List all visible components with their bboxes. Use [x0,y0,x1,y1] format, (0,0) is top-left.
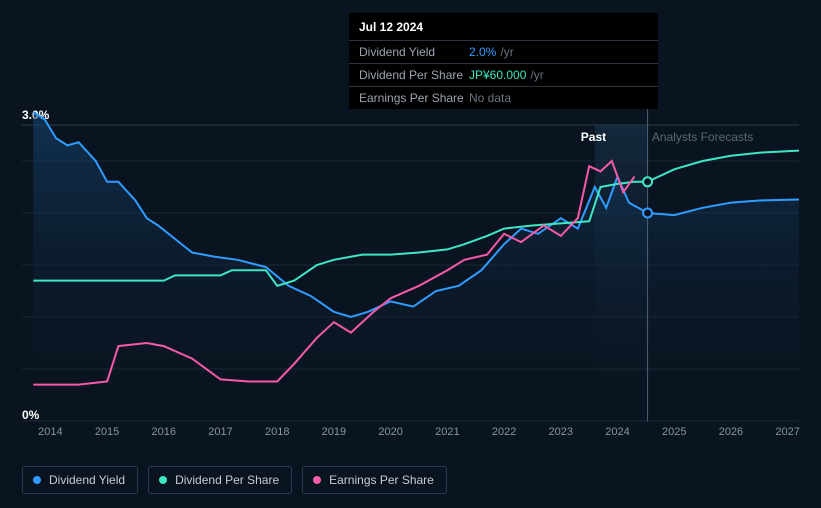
chart-plot-area[interactable]: Past Analysts Forecasts [22,109,799,421]
x-tick-label: 2022 [492,426,516,438]
tooltip-row-dividend-yield: Dividend Yield 2.0% /yr [349,41,658,64]
legend-label: Earnings Per Share [329,473,434,487]
legend-label: Dividend Yield [49,473,125,487]
x-tick-label: 2019 [322,426,346,438]
svg-text:Past: Past [581,130,606,144]
x-tick-label: 2020 [378,426,402,438]
svg-text:Analysts Forecasts: Analysts Forecasts [652,130,753,144]
tooltip-value: 2.0% [469,45,496,59]
tooltip-label: Dividend Per Share [359,68,469,82]
tooltip-unit: /yr [500,45,513,59]
legend-dot-icon [33,476,41,484]
x-tick-label: 2021 [435,426,459,438]
x-tick-label: 2025 [662,426,686,438]
x-tick-label: 2016 [152,426,176,438]
x-tick-label: 2023 [549,426,573,438]
tooltip-value: No data [469,91,511,105]
dividend-history-chart: Jul 12 2024 Dividend Yield 2.0% /yr Divi… [0,0,821,508]
tooltip-row-earnings-per-share: Earnings Per Share No data [349,87,658,109]
legend-dot-icon [159,476,167,484]
tooltip-unit: /yr [530,68,543,82]
tooltip-row-dividend-per-share: Dividend Per Share JP¥60.000 /yr [349,64,658,87]
legend-toggle-dividend-yield[interactable]: Dividend Yield [22,466,138,494]
chart-svg: Past Analysts Forecasts [22,109,799,421]
chart-tooltip: Jul 12 2024 Dividend Yield 2.0% /yr Divi… [349,13,658,109]
x-tick-label: 2026 [719,426,743,438]
tooltip-label: Dividend Yield [359,45,469,59]
legend-dot-icon [313,476,321,484]
x-tick-label: 2024 [605,426,629,438]
x-tick-label: 2018 [265,426,289,438]
tooltip-date: Jul 12 2024 [349,13,658,41]
x-tick-label: 2017 [208,426,232,438]
tooltip-value: JP¥60.000 [469,68,526,82]
x-tick-label: 2014 [38,426,62,438]
tooltip-label: Earnings Per Share [359,91,469,105]
legend-toggle-dividend-per-share[interactable]: Dividend Per Share [148,466,292,494]
legend-toggle-earnings-per-share[interactable]: Earnings Per Share [302,466,447,494]
x-tick-label: 2027 [775,426,799,438]
legend: Dividend Yield Dividend Per Share Earnin… [22,466,447,494]
legend-label: Dividend Per Share [175,473,279,487]
x-tick-label: 2015 [95,426,119,438]
